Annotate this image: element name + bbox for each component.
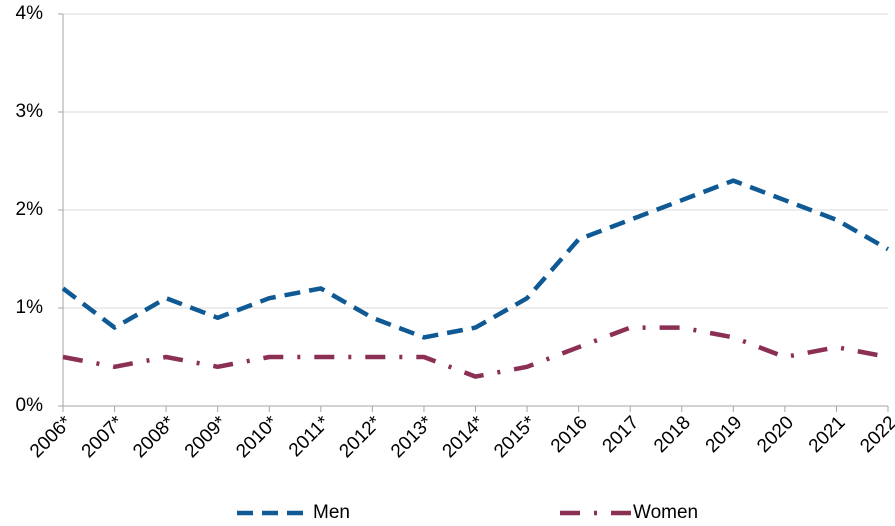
x-tick-label: 2020 bbox=[753, 412, 798, 457]
y-tick-label: 4% bbox=[16, 3, 44, 24]
x-tick-label: 2015* bbox=[490, 412, 540, 462]
y-tick-label: 1% bbox=[16, 297, 44, 318]
x-tick-label: 2014* bbox=[439, 412, 489, 462]
y-tick-label: 3% bbox=[16, 101, 44, 122]
y-tick-label: 2% bbox=[16, 199, 44, 220]
series-line bbox=[62, 325, 889, 379]
legend-label: Men bbox=[313, 502, 350, 523]
x-tick-label: 2010* bbox=[232, 412, 282, 462]
legend-label: Women bbox=[633, 502, 698, 523]
x-tick-label: 2016 bbox=[547, 412, 592, 457]
series-line bbox=[61, 178, 890, 340]
x-tick-label: 2021 bbox=[805, 412, 850, 457]
x-tick-label: 2013* bbox=[387, 412, 437, 462]
x-tick-label: 2022 bbox=[856, 412, 895, 457]
x-tick-label: 2017 bbox=[599, 412, 644, 457]
x-tick-label: 2012* bbox=[335, 412, 385, 462]
x-tick-label: 2007* bbox=[78, 412, 128, 462]
x-tick-label: 2009* bbox=[181, 412, 231, 462]
x-tick-label: 2011* bbox=[285, 412, 334, 461]
x-tick-label: 2018 bbox=[650, 412, 695, 457]
x-tick-label: 2006* bbox=[26, 412, 76, 462]
y-tick-label: 0% bbox=[16, 395, 44, 416]
x-tick-label: 2008* bbox=[129, 412, 179, 462]
x-tick-label: 2019 bbox=[702, 412, 747, 457]
